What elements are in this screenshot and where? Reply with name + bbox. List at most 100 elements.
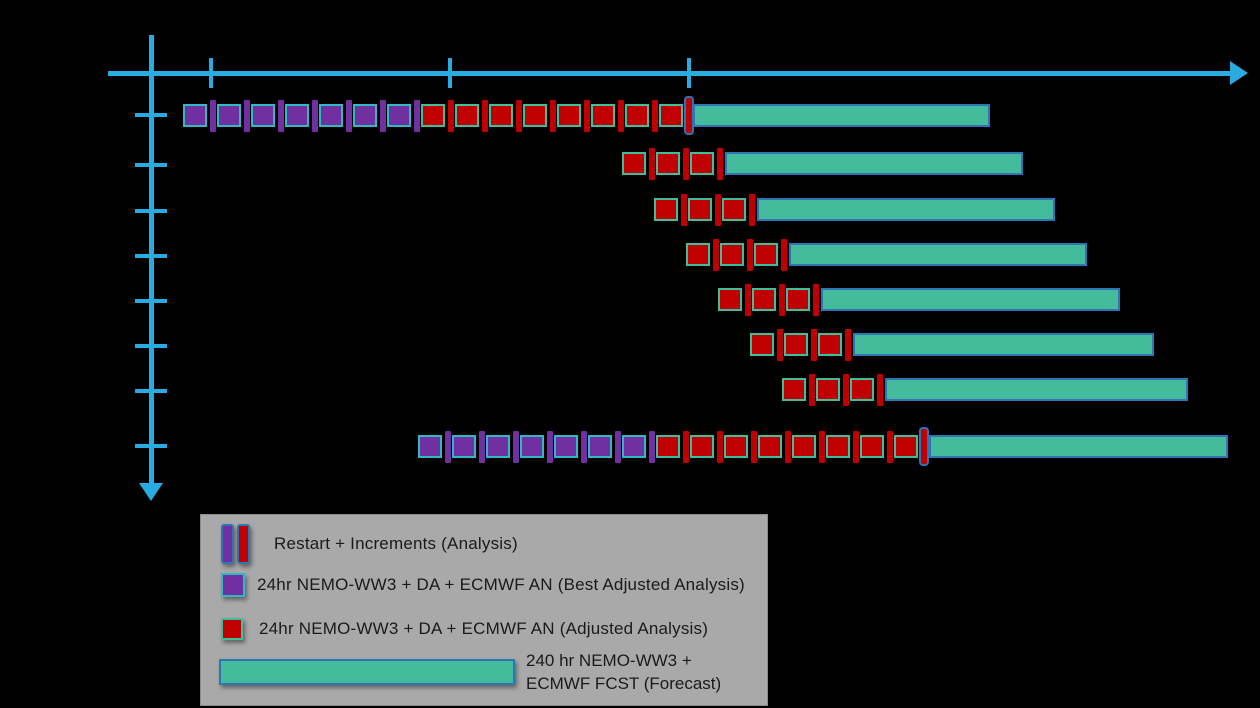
legend-item-forecast: 240 hr NEMO-WW3 + ECMWF FCST (Forecast) [219, 651, 721, 693]
increment-bar-red [516, 100, 522, 132]
best-analysis-square [588, 435, 612, 458]
cycle-axis-arrowhead [139, 483, 163, 501]
forecast-bar [725, 152, 1023, 175]
best-analysis-square [285, 104, 309, 127]
increment-bar-red [683, 148, 689, 180]
adjusted-analysis-square [722, 198, 746, 221]
increment-bar-red [681, 194, 687, 226]
analysis-row-7 [0, 374, 1260, 406]
analysis-row-5 [0, 284, 1260, 316]
adjusted-analysis-square [894, 435, 918, 458]
time-axis-arrowhead [1230, 61, 1248, 85]
adjusted-analysis-square [758, 435, 782, 458]
increment-bar-red [809, 374, 815, 406]
forecast-bar [821, 288, 1120, 311]
increment-bar-purple [649, 431, 655, 463]
increment-bar-red [887, 431, 893, 463]
increment-bar-purple [581, 431, 587, 463]
legend-item-restart-increments: Restart + Increments (Analysis) [219, 524, 518, 564]
forecast-bar [789, 243, 1087, 266]
increment-bar-purple [445, 431, 451, 463]
forecast-bar [885, 378, 1188, 401]
best-analysis-square [418, 435, 442, 458]
cycle-axis-tick-2 [135, 163, 167, 167]
forecast-bar [929, 435, 1228, 458]
increment-bar-red [482, 100, 488, 132]
best-analysis-square [520, 435, 544, 458]
adjusted-analysis-square [792, 435, 816, 458]
best-analysis-square [183, 104, 207, 127]
best-analysis-square [554, 435, 578, 458]
restart-red-bar-swatch [237, 524, 250, 564]
increment-bar-red [843, 374, 849, 406]
adjusted-analysis-square [752, 288, 776, 311]
adjusted-analysis-square [718, 288, 742, 311]
increment-bar-red [717, 148, 723, 180]
adjusted-analysis-square [656, 152, 680, 175]
increment-bar-red [448, 100, 454, 132]
cycle-axis-tick-4 [135, 254, 167, 258]
adjusted-analysis-square [816, 378, 840, 401]
increment-bar-red [649, 148, 655, 180]
best-analysis-square [452, 435, 476, 458]
legend-item-best-analysis: 24hr NEMO-WW3 + DA + ECMWF AN (Best Adju… [219, 570, 745, 600]
adjusted-analysis-square [826, 435, 850, 458]
adjusted-analysis-square [850, 378, 874, 401]
increment-bar-red [811, 329, 817, 361]
forecast-bar [693, 104, 990, 127]
legend-label-restart: Restart + Increments (Analysis) [274, 534, 518, 553]
legend-label-best-analysis: 24hr NEMO-WW3 + DA + ECMWF AN (Best Adju… [257, 575, 745, 594]
increment-bar-red [713, 239, 719, 271]
time-axis-tick-1 [209, 58, 213, 88]
adjusted-analysis-square [455, 104, 479, 127]
increment-bar-red [819, 431, 825, 463]
increment-bar-purple [312, 100, 318, 132]
cycle-axis-tick-1 [135, 113, 167, 117]
legend-label-forecast-line2: ECMWF FCST (Forecast) [526, 674, 722, 693]
best-analysis-square [319, 104, 343, 127]
cycle-axis-line [149, 35, 154, 483]
increment-bar-purple [380, 100, 386, 132]
adjusted-analysis-square [421, 104, 445, 127]
best-analysis-square [251, 104, 275, 127]
increment-bar-red [747, 239, 753, 271]
best-analysis-square [486, 435, 510, 458]
cycle-axis-tick-8 [135, 444, 167, 448]
adjusted-analysis-square [686, 243, 710, 266]
increment-bar-red [584, 100, 590, 132]
increment-bar-purple [615, 431, 621, 463]
cycle-axis-tick-3 [135, 209, 167, 213]
adjusted-analysis-square [489, 104, 513, 127]
increment-bar-red [777, 329, 783, 361]
analysis-row-4 [0, 239, 1260, 271]
increment-bar-purple [244, 100, 250, 132]
cycle-axis-tick-7 [135, 389, 167, 393]
time-axis-line [108, 71, 1230, 76]
increment-bar-red [785, 431, 791, 463]
legend-label-forecast-line1: 240 hr NEMO-WW3 + [526, 651, 692, 670]
increment-bar-red [749, 194, 755, 226]
adjusted-analysis-square [656, 435, 680, 458]
restart-purple-bar-swatch [221, 524, 234, 564]
best-analysis-square [622, 435, 646, 458]
increment-bar-purple [547, 431, 553, 463]
adjusted-analysis-square [654, 198, 678, 221]
forecast-bar-swatch [219, 659, 515, 685]
adjusted-analysis-square [557, 104, 581, 127]
time-axis-tick-2 [448, 58, 452, 88]
increment-bar-purple [278, 100, 284, 132]
legend-label-adjusted-analysis: 24hr NEMO-WW3 + DA + ECMWF AN (Adjusted … [259, 619, 709, 638]
best-analysis-square [353, 104, 377, 127]
increment-bar-red [652, 100, 658, 132]
time-axis-tick-3 [687, 58, 691, 88]
increment-bar-red [781, 239, 787, 271]
increment-bar-red [779, 284, 785, 316]
analysis-row-3 [0, 194, 1260, 226]
increment-bar-red [853, 431, 859, 463]
adjusted-analysis-square-swatch [221, 618, 243, 640]
adjusted-analysis-square [818, 333, 842, 356]
legend-item-adjusted-analysis: 24hr NEMO-WW3 + DA + ECMWF AN (Adjusted … [219, 615, 708, 643]
adjusted-analysis-square [782, 378, 806, 401]
increment-bar-red [745, 284, 751, 316]
